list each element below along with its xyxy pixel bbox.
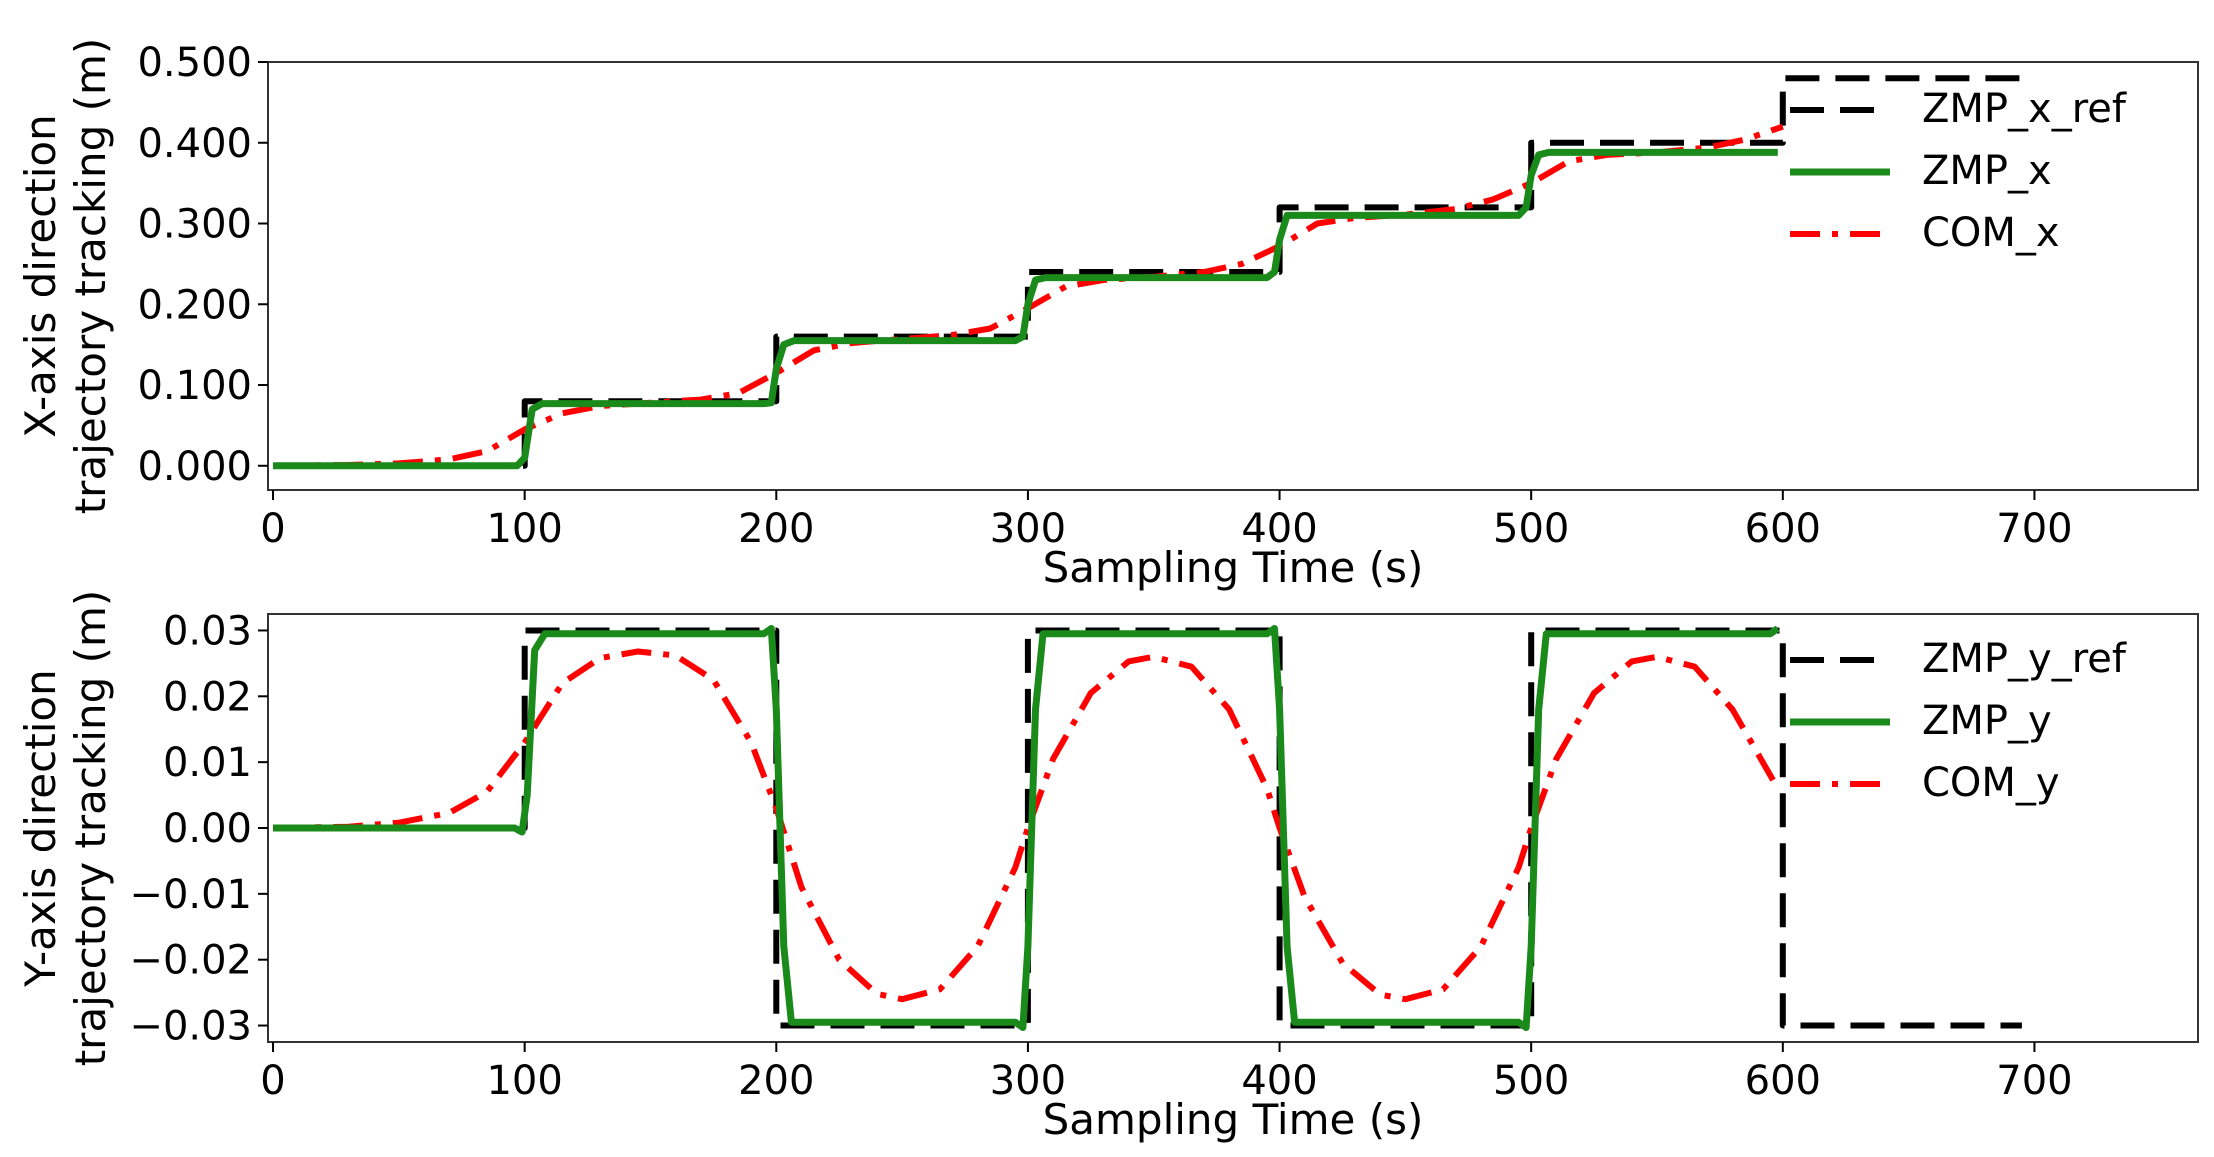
plot-frame-top (267, 61, 2199, 491)
series-line-com-y (272, 648, 1781, 1003)
y-tick-label: −0.03 (129, 1004, 252, 1050)
series-line-zmp-y (273, 625, 1780, 1031)
y-tick-label: 0.100 (137, 363, 252, 409)
x-tick-label: 300 (990, 1058, 1066, 1104)
y-axis-label-top-line1: X-axis direction (16, 114, 65, 437)
chart-y-axis-tracking: 0 100 200 300 400 500 600 700 0.03 0.02 0.01 0.00 −… (16, 590, 2199, 1144)
legend-label: ZMP_y (1922, 698, 2052, 744)
y-tick-label: 0.500 (137, 40, 252, 86)
y-axis-label-bottom-line1: Y-axis direction (16, 669, 65, 987)
x-tick-label: 700 (1996, 506, 2072, 552)
legend-label: ZMP_x_ref (1922, 86, 2127, 132)
x-tick-label: 100 (486, 1058, 562, 1104)
x-ticks-bottom: 0 100 200 300 400 500 600 700 (260, 1042, 2073, 1104)
y-ticks-bottom: 0.03 0.02 0.01 0.00 −0.01 −0.02 −0.03 (129, 608, 268, 1050)
x-tick-label: 400 (1241, 506, 1317, 552)
legend-label: ZMP_x (1922, 148, 2052, 194)
y-axis-label-top-line2: trajectory tracking (m) (66, 38, 115, 515)
x-tick-label: 100 (486, 506, 562, 552)
y-tick-label: 0.03 (163, 608, 252, 654)
y-tick-label: 0.300 (137, 202, 252, 248)
y-tick-label: 0.01 (163, 740, 252, 786)
x-axis-label-bottom: Sampling Time (s) (1043, 1095, 1424, 1144)
y-tick-label: 0.02 (163, 674, 252, 720)
legend-top: ZMP_x_ref ZMP_x COM_x (1790, 86, 2127, 256)
x-axis-label-top: Sampling Time (s) (1043, 543, 1424, 592)
y-tick-label: 0.000 (137, 444, 252, 490)
y-tick-label: −0.01 (129, 872, 252, 918)
x-tick-label: 600 (1745, 506, 1821, 552)
y-tick-label: −0.02 (129, 938, 252, 984)
x-tick-label: 300 (990, 506, 1066, 552)
legend-label: ZMP_y_ref (1922, 636, 2127, 682)
series-group-bottom (272, 625, 2022, 1031)
x-tick-label: 700 (1996, 1058, 2072, 1104)
x-ticks-top: 0 100 200 300 400 500 600 700 (260, 490, 2073, 552)
x-tick-label: 600 (1745, 1058, 1821, 1104)
y-tick-label: 0.00 (163, 806, 252, 852)
x-tick-label: 200 (738, 1058, 814, 1104)
series-line-zmp-x (273, 148, 1778, 470)
y-tick-label: 0.200 (137, 282, 252, 328)
x-tick-label: 500 (1493, 1058, 1569, 1104)
y-ticks-top: 0.000 0.100 0.200 0.300 0.400 0.500 (137, 40, 268, 490)
series-line-com-x (272, 123, 1784, 469)
x-tick-label: 500 (1493, 506, 1569, 552)
y-tick-label: 0.400 (137, 121, 252, 167)
x-tick-label: 400 (1241, 1058, 1317, 1104)
x-tick-label: 0 (260, 506, 285, 552)
series-group-top (272, 75, 2035, 470)
legend-bottom: ZMP_y_ref ZMP_y COM_y (1790, 636, 2127, 806)
legend-label: COM_x (1922, 210, 2060, 256)
x-tick-label: 200 (738, 506, 814, 552)
y-axis-label-bottom-line2: trajectory tracking (m) (66, 590, 115, 1067)
x-tick-label: 0 (260, 1058, 285, 1104)
legend-label: COM_y (1922, 760, 2060, 806)
chart-x-axis-tracking: 0 100 200 300 400 500 600 700 0.0000.1000.2000.… (16, 38, 2199, 592)
